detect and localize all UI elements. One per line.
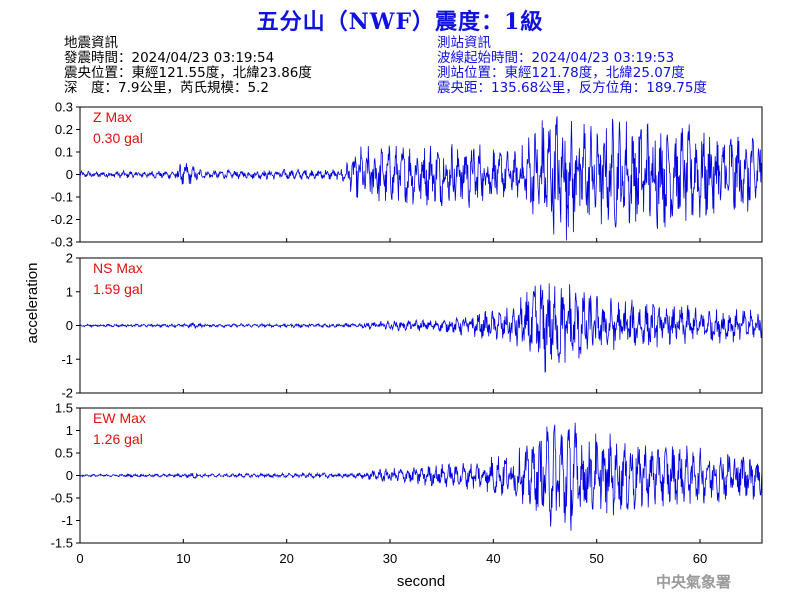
max-label: NS Max [93,260,143,276]
y-tick-label: 0 [66,167,73,182]
quake-info-header: 地震資訊 [64,35,118,51]
y-tick-label: 0.3 [55,100,73,115]
station-location: 測站位置：東經121.78度，北緯25.07度 [437,65,685,81]
epicenter: 震央位置：東經121.55度，北緯23.86度 [64,65,312,81]
waveform-ns [80,283,763,373]
x-tick-label: 60 [693,551,707,566]
y-tick-label: 0.2 [55,122,73,137]
waveform-z [79,116,763,241]
y-tick-label: -1 [61,513,73,528]
panel-z [76,106,763,243]
y-tick-label: 1.5 [55,401,73,416]
quake-info: 地震資訊 發震時間：2024/04/23 03:19:54 震央位置：東經121… [64,36,312,96]
chart-title: 五分山（NWF）震度：1級 [256,9,544,35]
y-tick-label: -0.1 [51,190,73,205]
y-tick-label: 1 [66,284,73,299]
panel-ew [76,407,763,544]
y-tick-label: 2 [66,251,73,266]
y-tick-label: 0 [66,468,73,483]
y-tick-label: -0.5 [51,491,73,506]
origin-time: 發震時間：2024/04/23 03:19:54 [64,50,275,66]
y-tick-label: -0.2 [51,212,73,227]
panel-ns [76,257,763,394]
agency-watermark: 中央氣象署 [656,573,732,591]
y-tick-label: -1.5 [51,536,73,551]
epicentral-distance: 震央距：135.68公里，反方位角：189.75度 [437,80,707,96]
max-value: 1.26 gal [93,431,143,447]
x-tick-label: 0 [76,551,83,566]
max-value: 0.30 gal [93,130,143,146]
y-tick-label: 0.5 [55,446,73,461]
y-tick-label: -2 [61,386,73,401]
y-tick-label: 1 [66,423,73,438]
waveform-ew [79,422,763,531]
panel-frame [79,106,763,243]
y-tick-label: -1 [61,352,73,367]
x-tick-label: 10 [176,551,190,566]
y-tick-label: 0.1 [55,145,73,160]
x-axis-label: second [397,573,445,590]
x-tick-label: 50 [589,551,603,566]
x-tick-label: 30 [383,551,397,566]
x-tick-label: 40 [486,551,500,566]
max-label: Z Max [93,109,132,125]
y-tick-label: 0 [66,318,73,333]
x-tick-label: 20 [279,551,293,566]
y-axis-label: acceleration [24,263,41,344]
max-label: EW Max [93,410,146,426]
station-info: 測站資訊 波線起始時間：2024/04/23 03:19:53 測站位置：東經1… [437,36,707,96]
depth-magnitude: 深 度：7.9公里，芮氏規模：5.2 [64,80,269,96]
y-tick-label: -0.3 [51,235,73,250]
station-info-header: 測站資訊 [437,35,491,51]
wave-start-time: 波線起始時間：2024/04/23 03:19:53 [437,50,675,66]
max-value: 1.59 gal [93,281,143,297]
